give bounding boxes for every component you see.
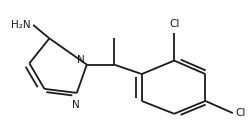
Text: Cl: Cl <box>168 19 179 29</box>
Text: H₂N: H₂N <box>11 20 30 30</box>
Text: Cl: Cl <box>234 108 245 118</box>
Text: N: N <box>76 55 84 65</box>
Text: N: N <box>72 100 79 110</box>
